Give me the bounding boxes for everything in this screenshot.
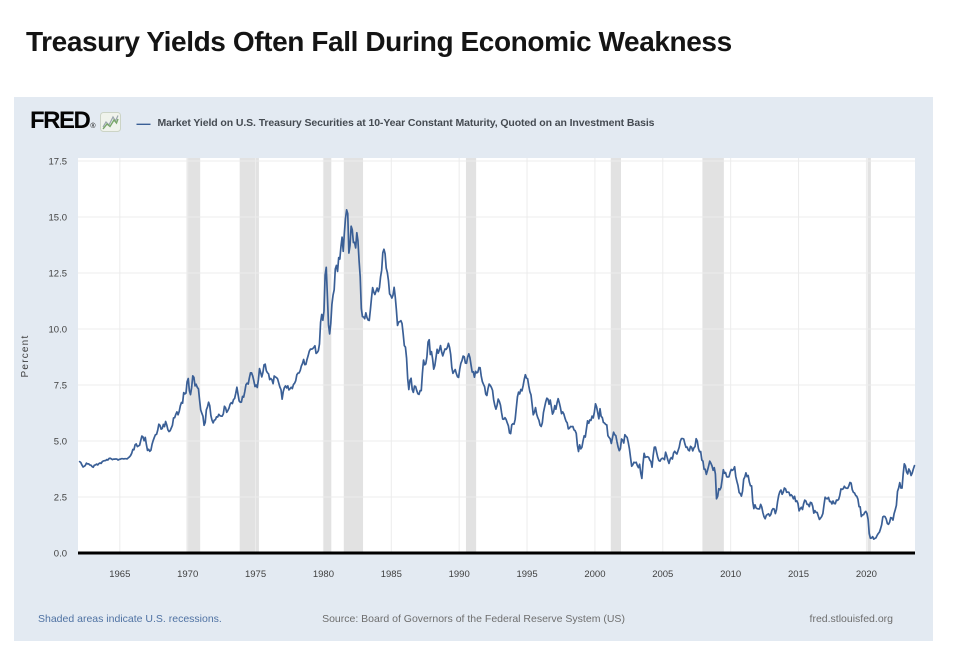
x-tick-label: 2015 [788,569,809,580]
recession-band [610,158,621,553]
fred-footer: Source: Board of Governors of the Federa… [14,613,933,628]
fred-header: FRED ® — Market Yield on U.S. Treasury S… [14,97,933,143]
x-tick-label: 1985 [381,569,402,580]
recession-note-link[interactable]: Shaded areas indicate U.S. recessions. [38,613,222,625]
fred-logo-text: FRED [30,106,91,134]
x-axis-line [78,551,915,555]
x-tick-label: 1995 [516,569,537,580]
recession-band [186,158,201,553]
recession-band [323,158,332,553]
plot-area [78,158,915,553]
y-tick-label: 12.5 [49,269,68,280]
x-tick-label: 1965 [109,569,130,580]
series-line-swatch: — [136,115,151,131]
x-tick-label: 2010 [720,569,741,580]
x-tick-label: 2020 [856,569,877,580]
fred-site-link[interactable]: fred.stlouisfed.org [809,613,893,625]
x-tick-label: 1975 [245,569,266,580]
y-tick-label: 5.0 [54,437,67,448]
slide-title: Treasury Yields Often Fall During Econom… [26,26,732,57]
x-tick-label: 2005 [652,569,673,580]
y-axis-title: Percent [20,335,31,378]
y-tick-label: 10.0 [49,325,68,336]
y-tick-label: 17.5 [49,157,68,168]
yield-line [78,208,916,540]
y-tick-label: 2.5 [54,493,67,504]
fred-chart-svg: 0.0 2.5 5.0 7.5 10.0 12.5 15.0 17.5 1965 1970 1975… [20,157,916,580]
recession-band [702,158,724,553]
y-tick-label: 7.5 [54,381,67,392]
source-text: Source: Board of Governors of the Federa… [322,613,625,625]
x-tick-label: 1990 [449,569,470,580]
recession-band [465,158,477,553]
recession-band [239,158,259,553]
series-legend: — Market Yield on U.S. Treasury Securiti… [136,115,655,131]
recession-band [867,158,871,553]
fred-registered-mark: ® [90,122,96,130]
series-legend-label: Market Yield on U.S. Treasury Securities… [157,117,655,129]
y-tick-label: 15.0 [49,213,68,224]
x-tick-label: 1980 [313,569,334,580]
y-tick-label: 0.0 [54,549,67,560]
x-tick-label: 1970 [177,569,198,580]
fred-logo[interactable]: FRED ® [30,106,121,137]
x-tick-label: 2000 [584,569,605,580]
fred-chart-widget: FRED ® — Market Yield on U.S. Treasury S… [14,97,933,641]
fred-sparkline-icon [99,111,121,137]
